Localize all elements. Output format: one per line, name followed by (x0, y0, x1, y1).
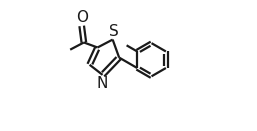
Text: N: N (97, 76, 108, 91)
Text: S: S (108, 24, 118, 39)
Text: O: O (76, 10, 88, 25)
